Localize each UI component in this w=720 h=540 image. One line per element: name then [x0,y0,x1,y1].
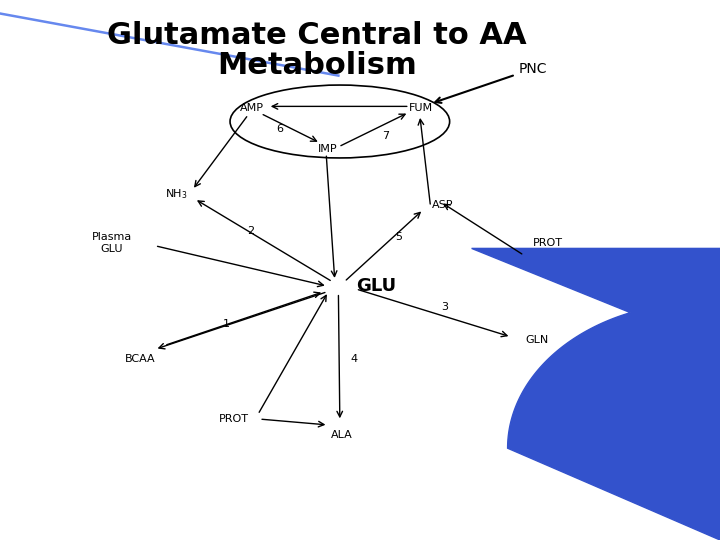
Text: NH$_3$: NH$_3$ [165,187,187,201]
Text: GLN: GLN [526,335,549,345]
Text: IMP: IMP [318,144,338,153]
Text: Glutamate Central to AA: Glutamate Central to AA [107,21,526,50]
Text: 5: 5 [395,232,402,241]
Text: 6: 6 [276,124,283,133]
Text: 7: 7 [382,131,390,141]
Polygon shape [472,248,720,540]
Text: AMP: AMP [240,103,264,113]
Text: PNC: PNC [436,62,547,103]
Text: ASP: ASP [432,200,454,210]
Text: FUM: FUM [409,103,433,113]
Text: 4: 4 [351,354,358,364]
Text: PROT: PROT [533,238,563,248]
Text: BCAA: BCAA [125,354,156,364]
Text: GLU: GLU [356,277,397,295]
Text: Metabolism: Metabolism [217,51,417,80]
Text: 3: 3 [441,302,448,312]
Text: PROT: PROT [219,414,249,423]
Text: 2: 2 [247,226,254,236]
Text: 1: 1 [223,319,230,329]
Text: Plasma
GLU: Plasma GLU [91,232,132,254]
Text: ALA: ALA [331,430,353,440]
